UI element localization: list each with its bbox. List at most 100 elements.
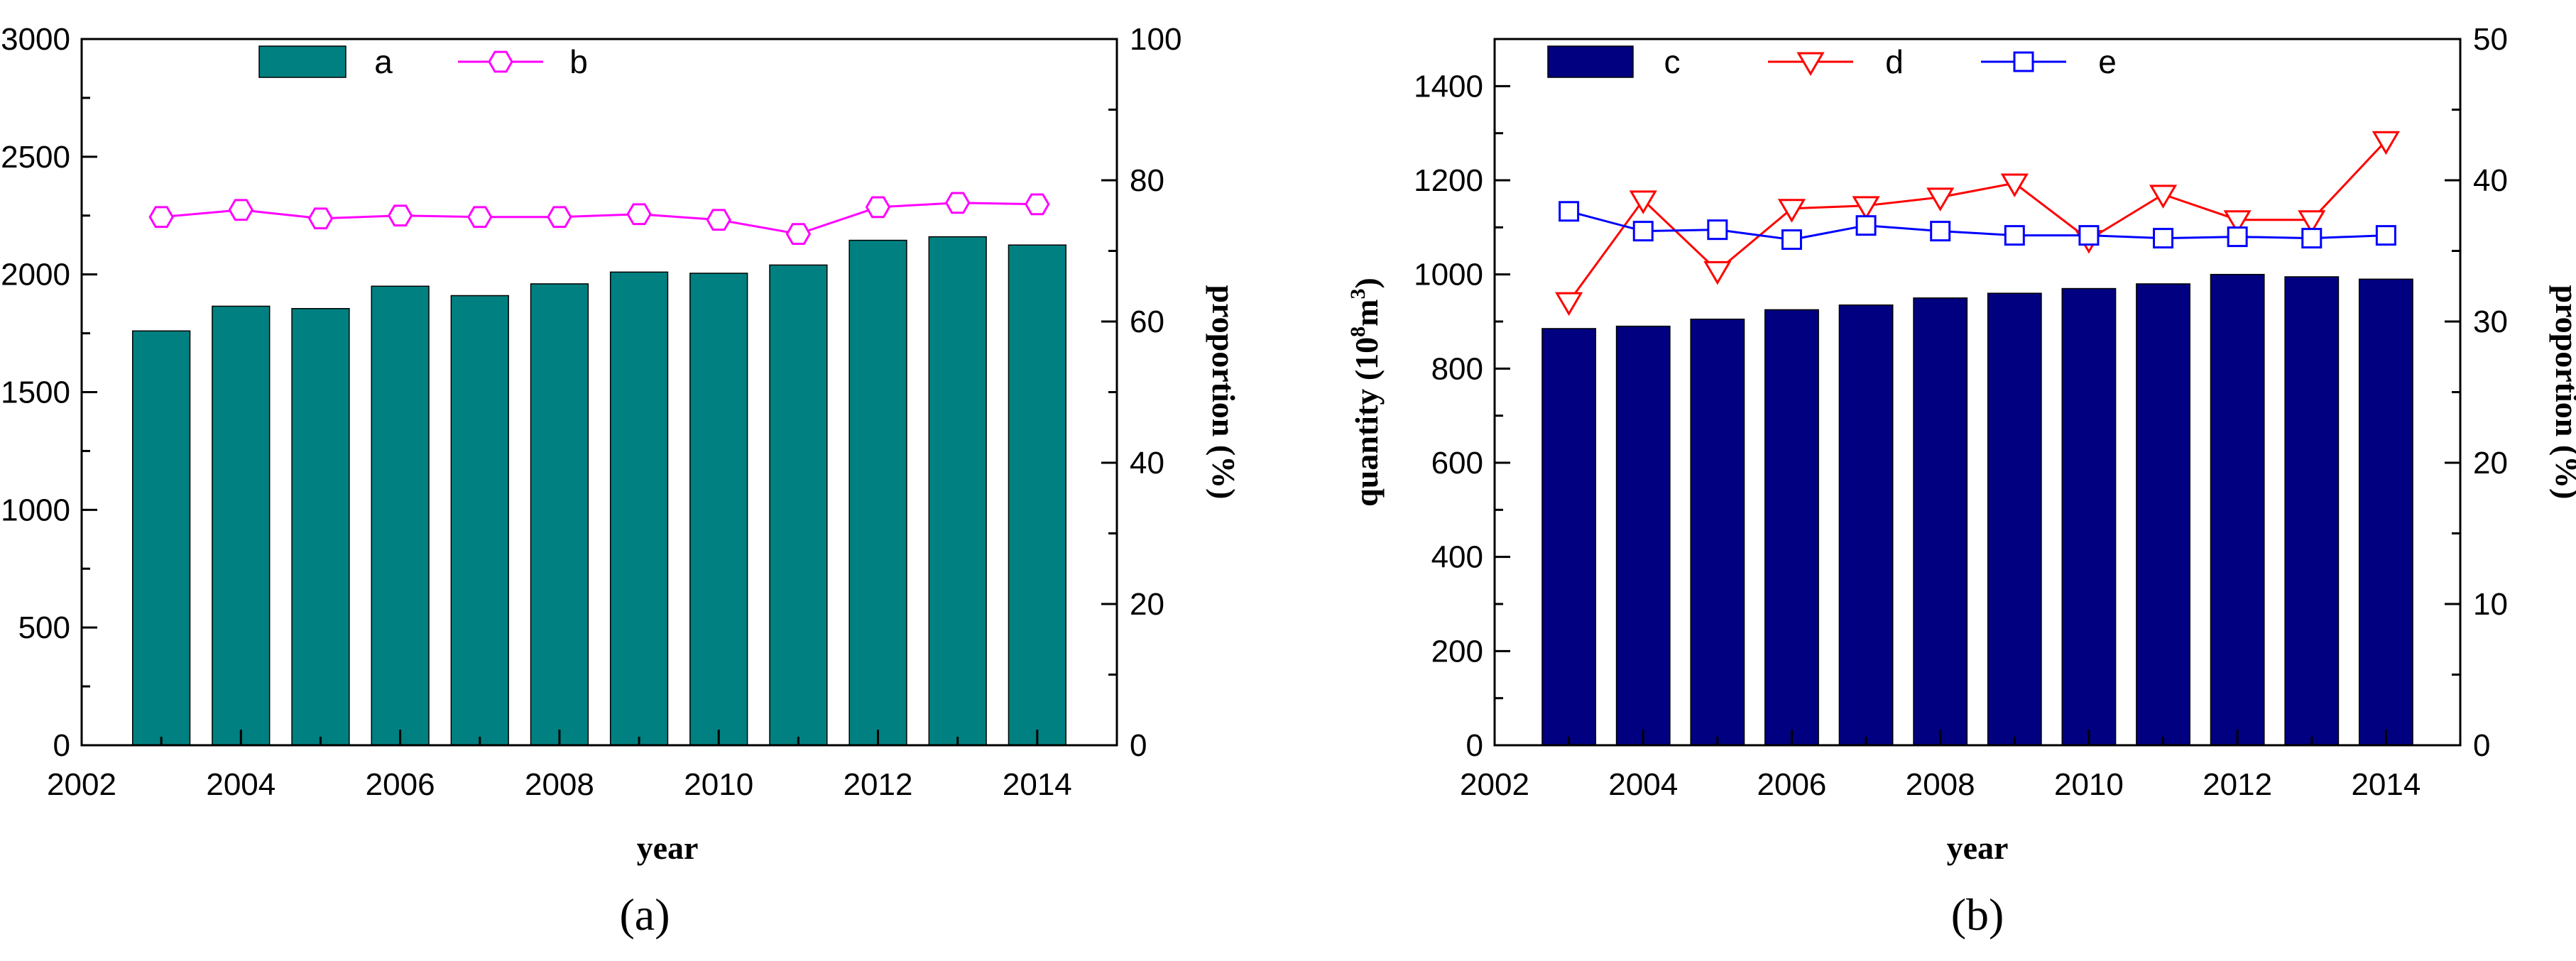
bar-c-2013 bbox=[2284, 276, 2340, 746]
x-tick-label: 2010 bbox=[684, 767, 753, 802]
legend-marker-b bbox=[488, 50, 513, 73]
y-right-axis-title: proportion (%) bbox=[2549, 285, 2576, 500]
bar-a-2004 bbox=[212, 305, 271, 746]
point-e-2005 bbox=[1707, 219, 1728, 241]
y-left-tick-label: 800 bbox=[1431, 351, 1483, 386]
y-left-tick-label: 2000 bbox=[1, 258, 70, 292]
bar-c-2008 bbox=[1913, 297, 1968, 746]
y-right-tick-label: 30 bbox=[2473, 304, 2508, 339]
bar-a-2006 bbox=[371, 285, 430, 746]
bar-a-2009 bbox=[609, 271, 669, 746]
line-d bbox=[1568, 140, 2387, 302]
bar-c-2006 bbox=[1764, 309, 1819, 746]
y-left-tick-label: 600 bbox=[1431, 446, 1483, 480]
chart-panel-b: 2002 2004 2006 2008 2010 2012 2014020040060080… bbox=[1346, 22, 2576, 940]
point-e-2013 bbox=[2301, 228, 2323, 249]
y-right-tick-label: 40 bbox=[2473, 163, 2508, 198]
point-e-2003 bbox=[1559, 201, 1580, 222]
x-tick-label: 2008 bbox=[1906, 767, 1975, 802]
legend-label-e: e bbox=[2098, 43, 2117, 80]
y-right-tick-label: 40 bbox=[1130, 446, 1164, 480]
point-b-2005 bbox=[307, 207, 334, 230]
legend-marker-d bbox=[1796, 52, 1825, 76]
y-right-tick-label: 50 bbox=[2473, 22, 2508, 57]
y-left-tick-label: 3000 bbox=[1, 22, 70, 57]
point-e-2006 bbox=[1781, 229, 1802, 251]
point-b-2003 bbox=[148, 206, 174, 229]
y-left-axis-title-mid: m bbox=[1348, 300, 1385, 326]
y-right-tick-label: 0 bbox=[2473, 728, 2490, 763]
point-b-2006 bbox=[387, 204, 413, 227]
x-tick-label: 2004 bbox=[206, 767, 275, 802]
y-left-tick-label: 1200 bbox=[1414, 163, 1483, 198]
point-e-2008 bbox=[1930, 221, 1951, 242]
bar-a-2003 bbox=[132, 330, 191, 746]
point-b-2008 bbox=[547, 206, 572, 229]
y-left-axis-title-sup2: 3 bbox=[1346, 289, 1370, 300]
legend-swatch-a bbox=[258, 45, 346, 78]
point-b-2012 bbox=[865, 196, 891, 219]
x-tick-label: 2012 bbox=[2203, 767, 2272, 802]
point-e-2009 bbox=[2004, 225, 2025, 246]
point-d-2005 bbox=[1703, 260, 1732, 285]
x-tick-label: 2006 bbox=[366, 767, 435, 802]
bar-a-2005 bbox=[291, 308, 350, 746]
point-e-2010 bbox=[2078, 225, 2100, 246]
point-d-2014 bbox=[2372, 131, 2401, 155]
point-d-2003 bbox=[1554, 292, 1583, 317]
bar-a-2011 bbox=[769, 264, 828, 746]
point-d-2008 bbox=[1926, 187, 1955, 212]
bar-a-2013 bbox=[928, 236, 987, 746]
point-d-2013 bbox=[2298, 210, 2326, 234]
point-b-2014 bbox=[1025, 193, 1050, 216]
bar-a-2007 bbox=[450, 295, 509, 746]
point-e-2004 bbox=[1632, 221, 1654, 242]
y-left-axis-title-end: ) bbox=[1348, 278, 1385, 288]
bar-a-2010 bbox=[689, 273, 748, 746]
y-left-tick-label: 0 bbox=[1466, 728, 1483, 763]
y-right-tick-label: 20 bbox=[2473, 446, 2508, 480]
point-e-2012 bbox=[2227, 226, 2248, 248]
point-d-2006 bbox=[1777, 199, 1806, 223]
y-right-tick-label: 10 bbox=[2473, 587, 2508, 622]
x-tick-label: 2010 bbox=[2054, 767, 2124, 802]
point-b-2009 bbox=[626, 203, 652, 226]
x-tick-label: 2012 bbox=[844, 767, 913, 802]
point-e-2011 bbox=[2153, 228, 2174, 249]
point-b-2007 bbox=[467, 206, 493, 229]
x-tick-label: 2002 bbox=[47, 767, 116, 802]
bar-c-2010 bbox=[2061, 287, 2117, 746]
x-tick-label: 2006 bbox=[1757, 767, 1827, 802]
bar-a-2012 bbox=[848, 239, 907, 746]
y-right-tick-label: 20 bbox=[1130, 587, 1164, 622]
y-left-axis-title: quantity (108m3) bbox=[1346, 278, 1385, 507]
bar-c-2014 bbox=[2358, 278, 2413, 746]
y-right-tick-label: 60 bbox=[1130, 304, 1164, 339]
legend-label-c: c bbox=[1664, 43, 1681, 80]
point-d-2007 bbox=[1852, 196, 1880, 220]
panel-label: (a) bbox=[619, 889, 670, 940]
x-tick-label: 2014 bbox=[2351, 767, 2421, 802]
bar-a-2014 bbox=[1008, 244, 1066, 746]
bar-c-2007 bbox=[1838, 304, 1894, 746]
bar-c-2009 bbox=[1987, 292, 2042, 746]
y-right-tick-label: 100 bbox=[1130, 22, 1181, 57]
line-e bbox=[1568, 210, 2386, 241]
y-left-tick-label: 1000 bbox=[1414, 258, 1483, 292]
point-b-2011 bbox=[785, 223, 812, 245]
x-tick-label: 2004 bbox=[1608, 767, 1678, 802]
point-e-2007 bbox=[1855, 215, 1877, 236]
y-right-tick-label: 0 bbox=[1130, 728, 1147, 763]
x-tick-label: 2014 bbox=[1003, 767, 1072, 802]
y-left-tick-label: 1000 bbox=[1, 493, 70, 527]
bar-c-2011 bbox=[2136, 283, 2190, 746]
point-e-2014 bbox=[2375, 225, 2396, 246]
bar-a-2008 bbox=[530, 283, 589, 746]
legend-marker-e bbox=[2013, 51, 2034, 72]
bar-c-2012 bbox=[2210, 273, 2265, 746]
panel-label: (b) bbox=[1951, 889, 2004, 940]
y-right-tick-label: 80 bbox=[1130, 163, 1164, 198]
point-d-2009 bbox=[2000, 173, 2029, 197]
legend-swatch-c bbox=[1547, 45, 1634, 78]
